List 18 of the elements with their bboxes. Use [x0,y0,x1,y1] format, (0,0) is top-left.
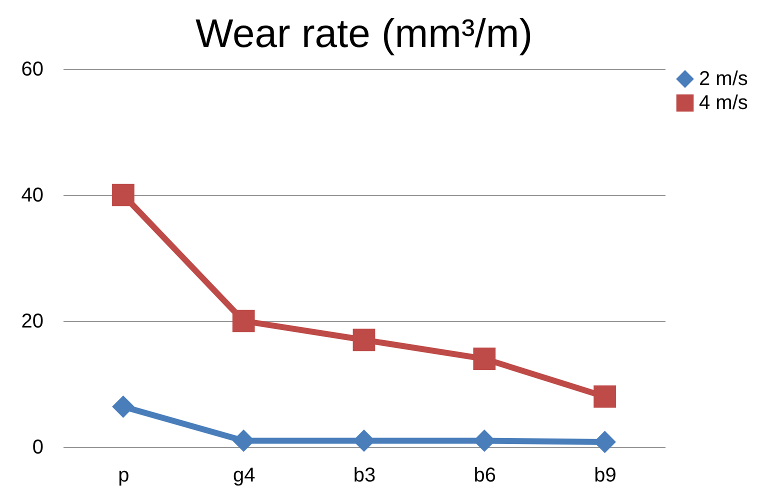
point [232,310,255,332]
chart-title: Wear rate (mm³/m) [195,12,533,56]
point [352,328,376,352]
x-tick-label: b9 [594,464,616,486]
y-tick-label: 20 [21,310,44,332]
x-tick-label: g4 [232,464,256,486]
point [112,184,134,206]
point [594,385,616,408]
x-tick-label: b6 [474,464,496,486]
y-tick-label: 0 [32,436,44,458]
point [112,396,134,418]
y-tick-label: 40 [21,184,44,206]
legend-label: 4 m/s [699,92,748,114]
point [473,348,496,370]
x-tick-label: b3 [353,464,376,486]
legend-label: 2 m/s [699,68,748,90]
x-tick-label: p [118,464,130,486]
y-tick-label: 60 [21,58,44,80]
